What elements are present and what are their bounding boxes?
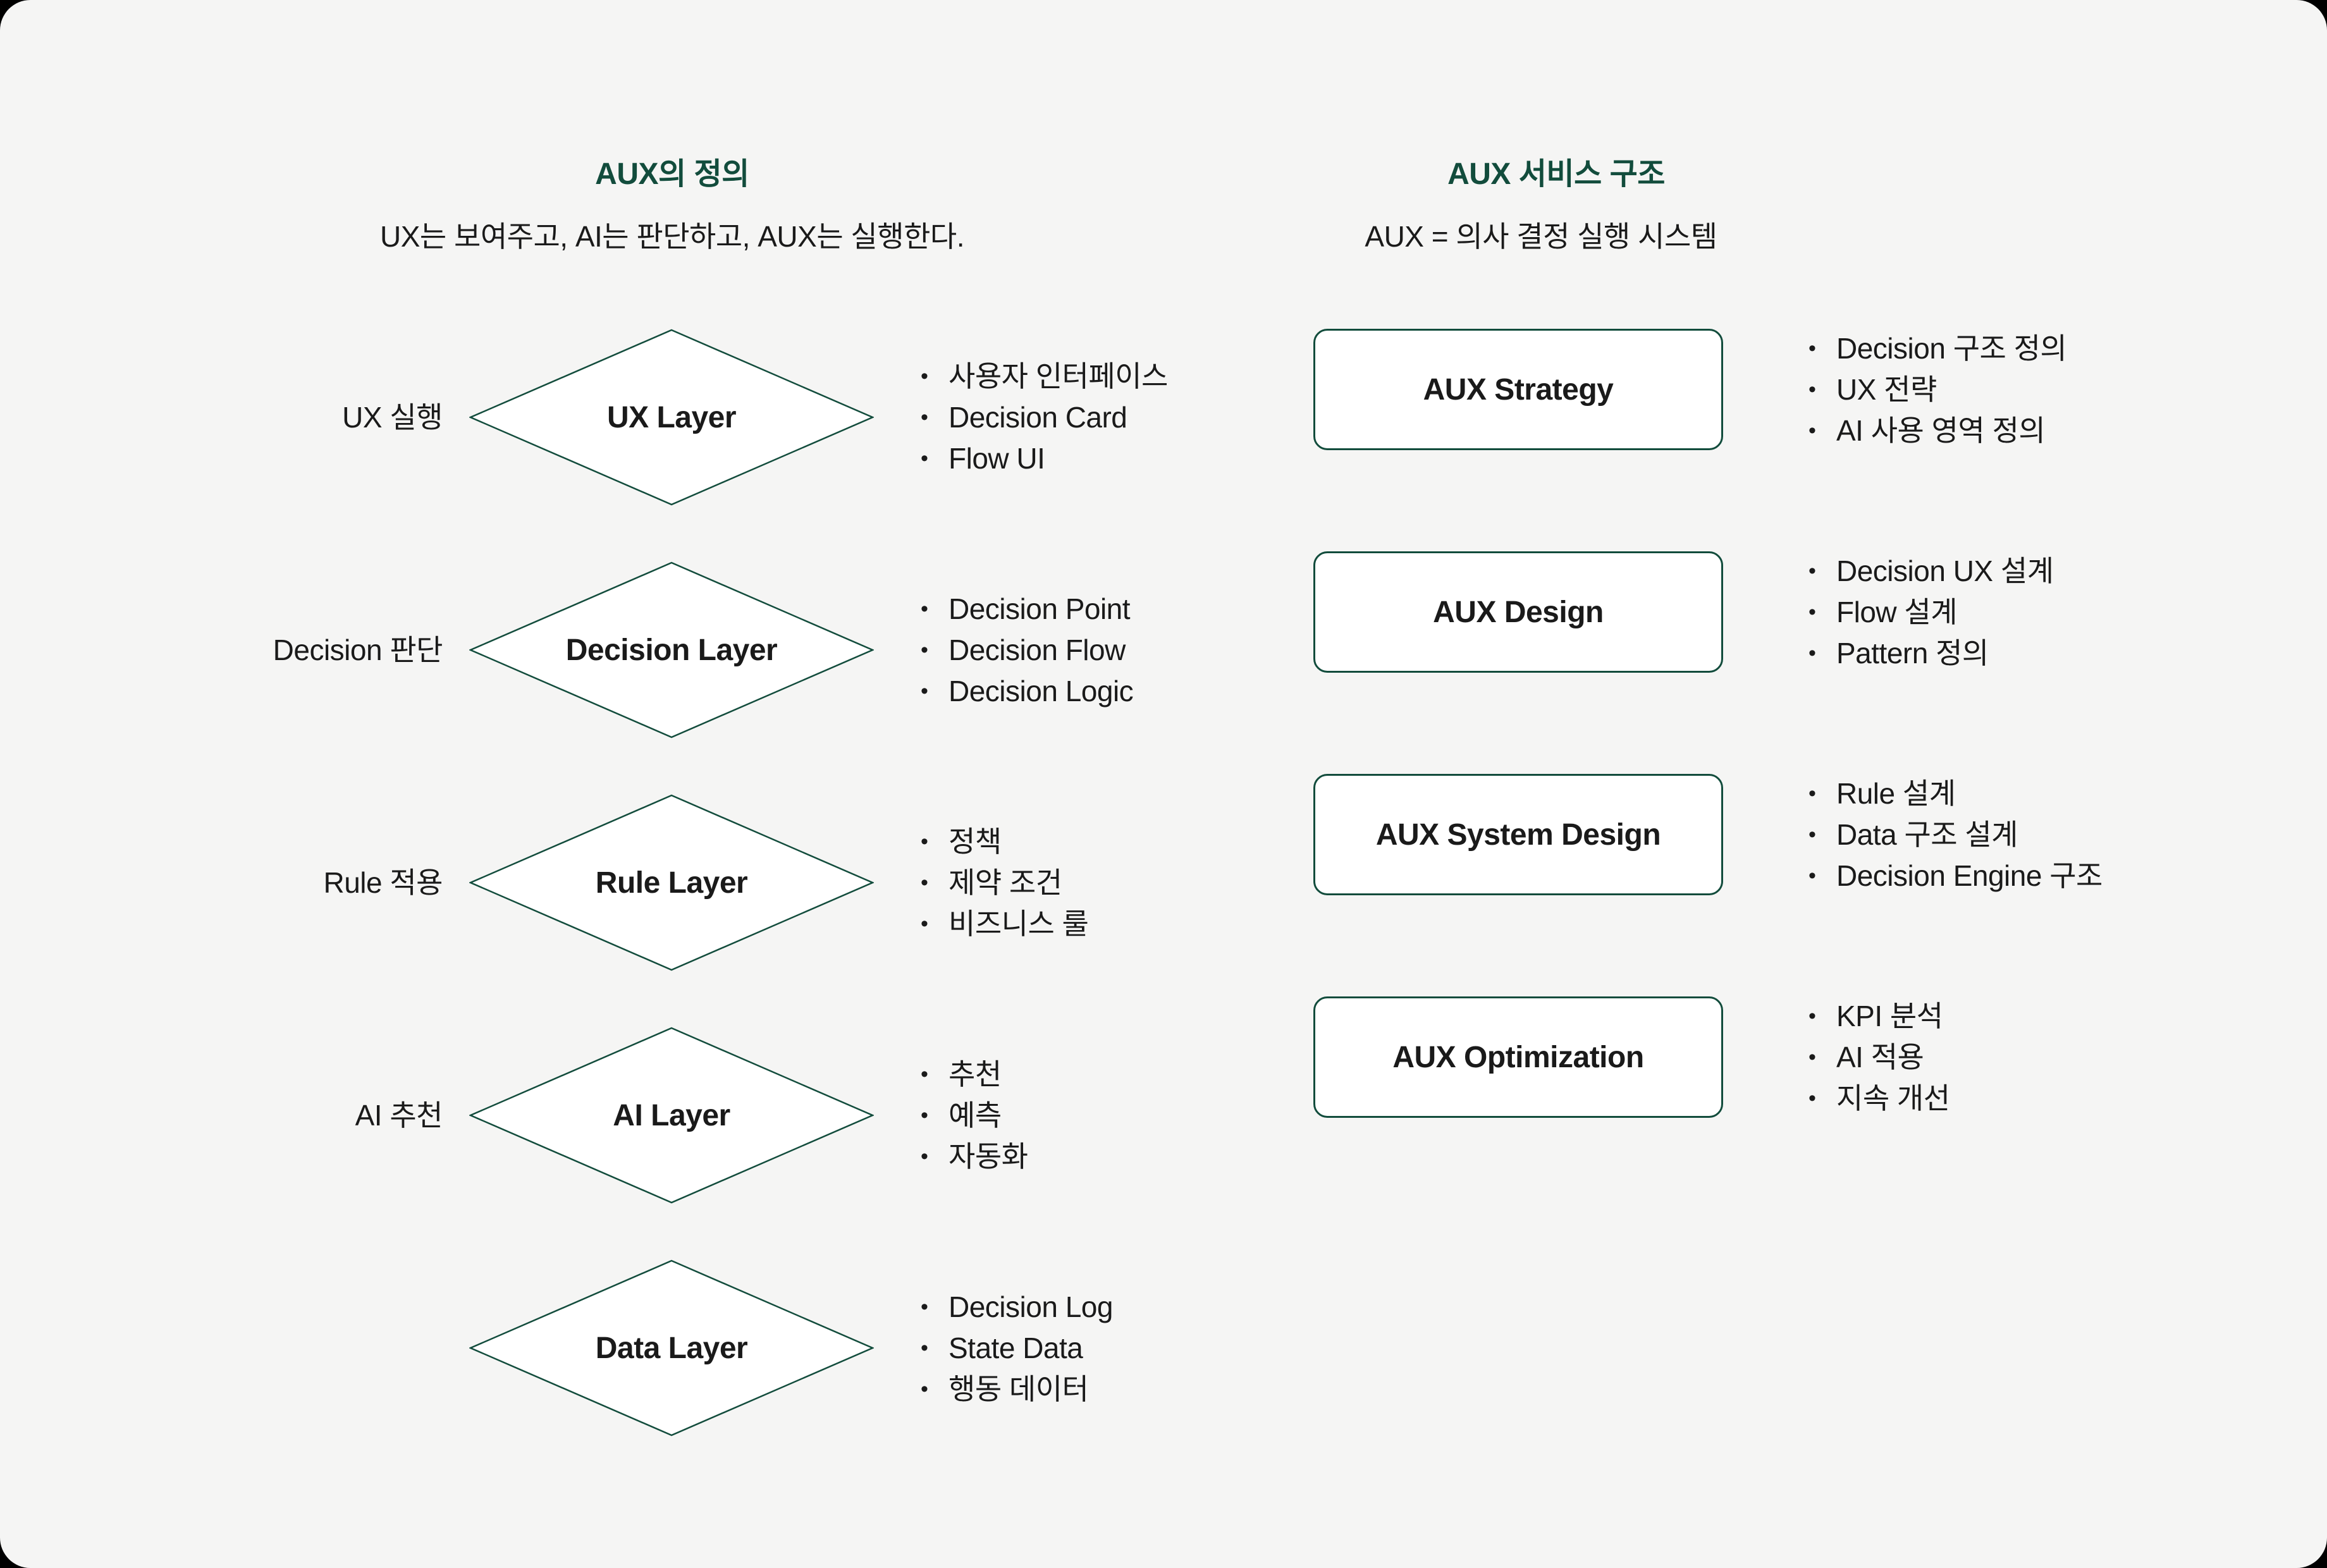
bullet-item: AI 사용 영역 정의: [1806, 410, 2066, 451]
bullet-item: 행동 데이터: [918, 1369, 1113, 1410]
diamond-shape-decision: [469, 561, 874, 738]
bullet-item: AI 적용: [1806, 1037, 1950, 1078]
diamond-label-decision: Decision Layer: [565, 633, 778, 667]
bullet-list-decision: Decision Point Decision Flow Decision Lo…: [918, 589, 1134, 712]
bullet-item: KPI 분석: [1806, 996, 1950, 1037]
diamond-shape-ai: [469, 1027, 874, 1204]
bullet-item: 지속 개선: [1806, 1078, 1950, 1119]
bullet-item: Decision Point: [918, 589, 1133, 630]
bullet-item: 예측: [918, 1095, 1028, 1136]
bullet-item: 자동화: [918, 1136, 1028, 1177]
bullet-item: 정책: [918, 821, 1088, 862]
diamond-shape-data: [469, 1259, 874, 1436]
bullet-item: Decision Logic: [918, 671, 1134, 712]
bullet-item: 제약 조건: [918, 862, 1088, 903]
bullet-list-design: Decision UX 설계 Flow 설계 Pattern 정의: [1806, 551, 2054, 674]
bullet-item: Flow UI: [918, 438, 1168, 479]
bullet-item: Decision Log: [918, 1287, 1113, 1328]
bullet-list-rule: 정책 제약 조건 비즈니스 룰: [918, 821, 1089, 945]
bullet-item: Pattern 정의: [1806, 633, 2054, 674]
bullet-item: Rule 설계: [1806, 773, 2103, 814]
right-section-subtitle: AUX = 의사 결정 실행 시스템: [1365, 220, 1717, 253]
bullet-item: Decision Flow: [918, 630, 1133, 671]
bullet-item: Decision 구조 정의: [1806, 328, 2067, 369]
bullet-list-ai: 추천 예측 자동화: [918, 1054, 1028, 1177]
layer-label-decision: Decision 판단: [273, 634, 443, 666]
bullet-item: Decision UX 설계: [1806, 551, 2054, 592]
layer-label-ai: AI 추천: [355, 1099, 443, 1132]
flow-box-design: AUX Design: [1313, 551, 1723, 673]
bullet-list-system-design: Rule 설계 Data 구조 설계 Decision Engine 구조: [1806, 773, 2103, 897]
bullet-list-data: Decision Log State Data 행동 데이터: [918, 1287, 1113, 1410]
left-section-subtitle: UX는 보여주고, AI는 판단하고, AUX는 실행한다.: [380, 220, 965, 253]
flow-box-system-design: AUX System Design: [1313, 774, 1723, 895]
bullet-item: Decision Card: [918, 397, 1168, 438]
diamond-label-rule: Rule Layer: [595, 866, 748, 900]
bullet-item: UX 전략: [1806, 369, 2066, 410]
diamond-shape-ux: [469, 329, 874, 506]
left-section-title: AUX의 정의: [595, 157, 749, 191]
diamond-label-ai: AI Layer: [613, 1098, 730, 1132]
bullet-item: Decision Engine 구조: [1806, 855, 2103, 897]
bullet-item: 추천: [918, 1054, 1028, 1095]
bullet-list-optimization: KPI 분석 AI 적용 지속 개선: [1806, 996, 1950, 1119]
layer-label-rule: Rule 적용: [323, 866, 443, 899]
bullet-item: Data 구조 설계: [1806, 814, 2103, 855]
flow-box-optimization: AUX Optimization: [1313, 996, 1723, 1118]
bullet-item: 비즈니스 룰: [918, 903, 1089, 945]
bullet-list-strategy: Decision 구조 정의 UX 전략 AI 사용 영역 정의: [1806, 328, 2067, 451]
diamond-label-ux: UX Layer: [606, 400, 737, 434]
diamond-label-data: Data Layer: [595, 1331, 748, 1365]
diamond-shape-rule: [469, 794, 874, 971]
bullet-list-ux: 사용자 인터페이스 Decision Card Flow UI: [918, 356, 1168, 479]
layer-label-ux: UX 실행: [342, 401, 443, 434]
bullet-item: State Data: [918, 1328, 1113, 1369]
bullet-item: Flow 설계: [1806, 592, 2054, 633]
right-section-title: AUX 서비스 구조: [1447, 157, 1665, 191]
flow-box-strategy: AUX Strategy: [1313, 329, 1723, 450]
bullet-item: 사용자 인터페이스: [918, 356, 1168, 397]
